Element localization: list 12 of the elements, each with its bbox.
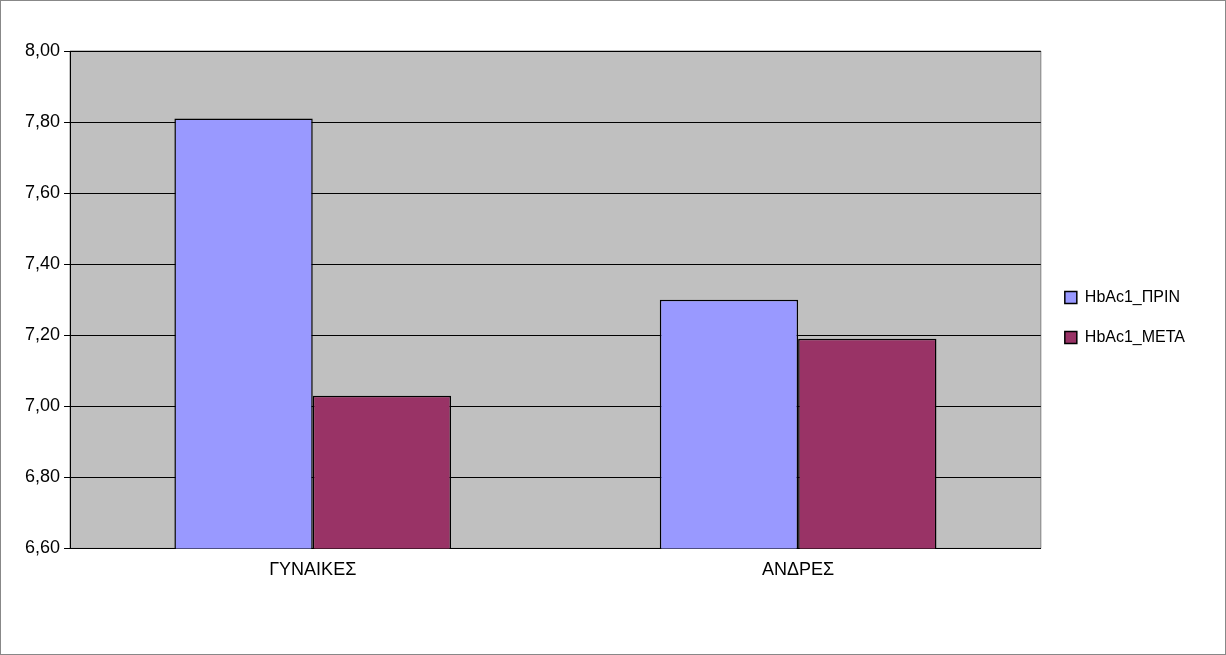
legend-label: HbAc1_ΜΕΤΑ — [1084, 327, 1186, 346]
y-tick-label: 7,00 — [24, 395, 61, 416]
x-tick-label: ΑΝΔΡΕΣ — [762, 559, 835, 580]
x-tick-label: ΓΥΝΑΙΚΕΣ — [269, 559, 357, 580]
y-tick-label: 7,20 — [24, 324, 61, 345]
y-tick-label: 7,40 — [24, 253, 61, 274]
legend-label: HbAc1_ΠΡΙΝ — [1084, 287, 1180, 306]
y-tick-label: 6,60 — [24, 537, 61, 558]
y-tick-label: 6,80 — [24, 466, 61, 487]
y-tick-label: 7,60 — [24, 182, 61, 203]
y-tick-label: 8,00 — [24, 39, 61, 60]
y-tick-label: 7,80 — [24, 111, 61, 132]
